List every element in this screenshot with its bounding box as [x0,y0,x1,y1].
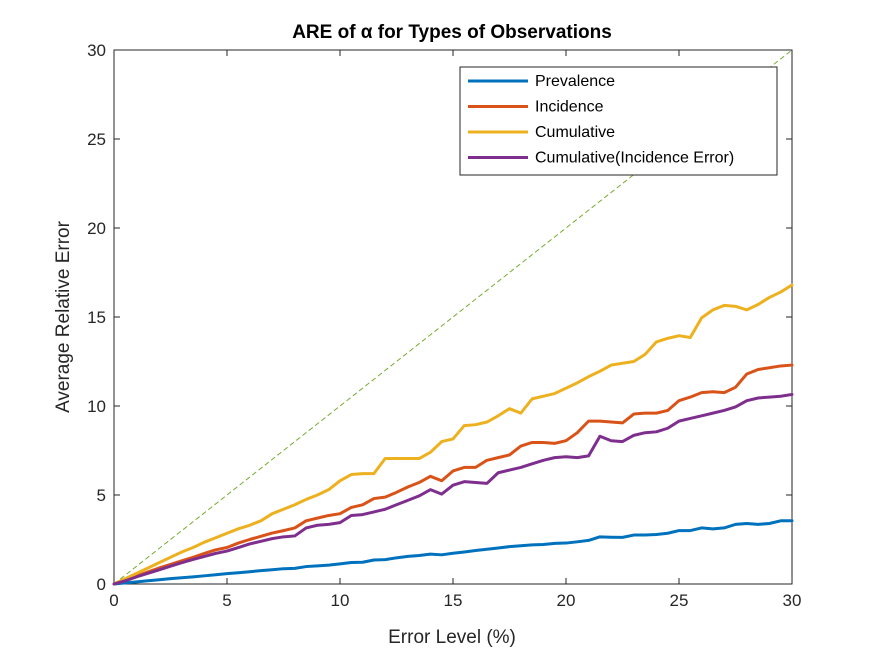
chart-title: ARE of α for Types of Observations [292,22,612,43]
legend-label-prevalence: Prevalence [535,73,615,90]
series-line-cumulative [112,283,794,586]
series-line-prevalence [112,519,794,586]
legend-label-cumulative: Cumulative [535,124,615,141]
x-axis-label: Error Level (%) [388,627,516,648]
y-tick-label: 0 [97,575,106,594]
legend-label-incidence: Incidence [535,99,604,116]
y-tick-label: 10 [87,397,106,416]
y-tick-label: 5 [97,486,106,505]
x-tick-label: 15 [444,591,463,610]
x-tick-label: 20 [557,591,576,610]
x-tick-label: 10 [331,591,350,610]
y-tick-label: 30 [87,41,106,60]
series-line-incidence [112,363,794,586]
y-axis-label: Average Relative Error [53,220,74,413]
x-tick-label: 25 [670,591,689,610]
plot-area: 0 5 10 15 20 25 30 0 5 10 15 20 25 30 [87,41,801,610]
y-tick-label: 15 [87,308,106,327]
x-tick-label: 5 [222,591,231,610]
series-line-cumulative-incidence-error [112,392,794,586]
y-tick-label: 20 [87,219,106,238]
legend: Prevalence Incidence Cumulative Cumulative(… [459,66,778,176]
y-tick-label: 25 [87,130,106,149]
x-tick-label: 0 [109,591,118,610]
x-tick-label: 30 [783,591,802,610]
legend-label-cumulative-incidence-error: Cumulative(Incidence Error) [535,150,734,167]
